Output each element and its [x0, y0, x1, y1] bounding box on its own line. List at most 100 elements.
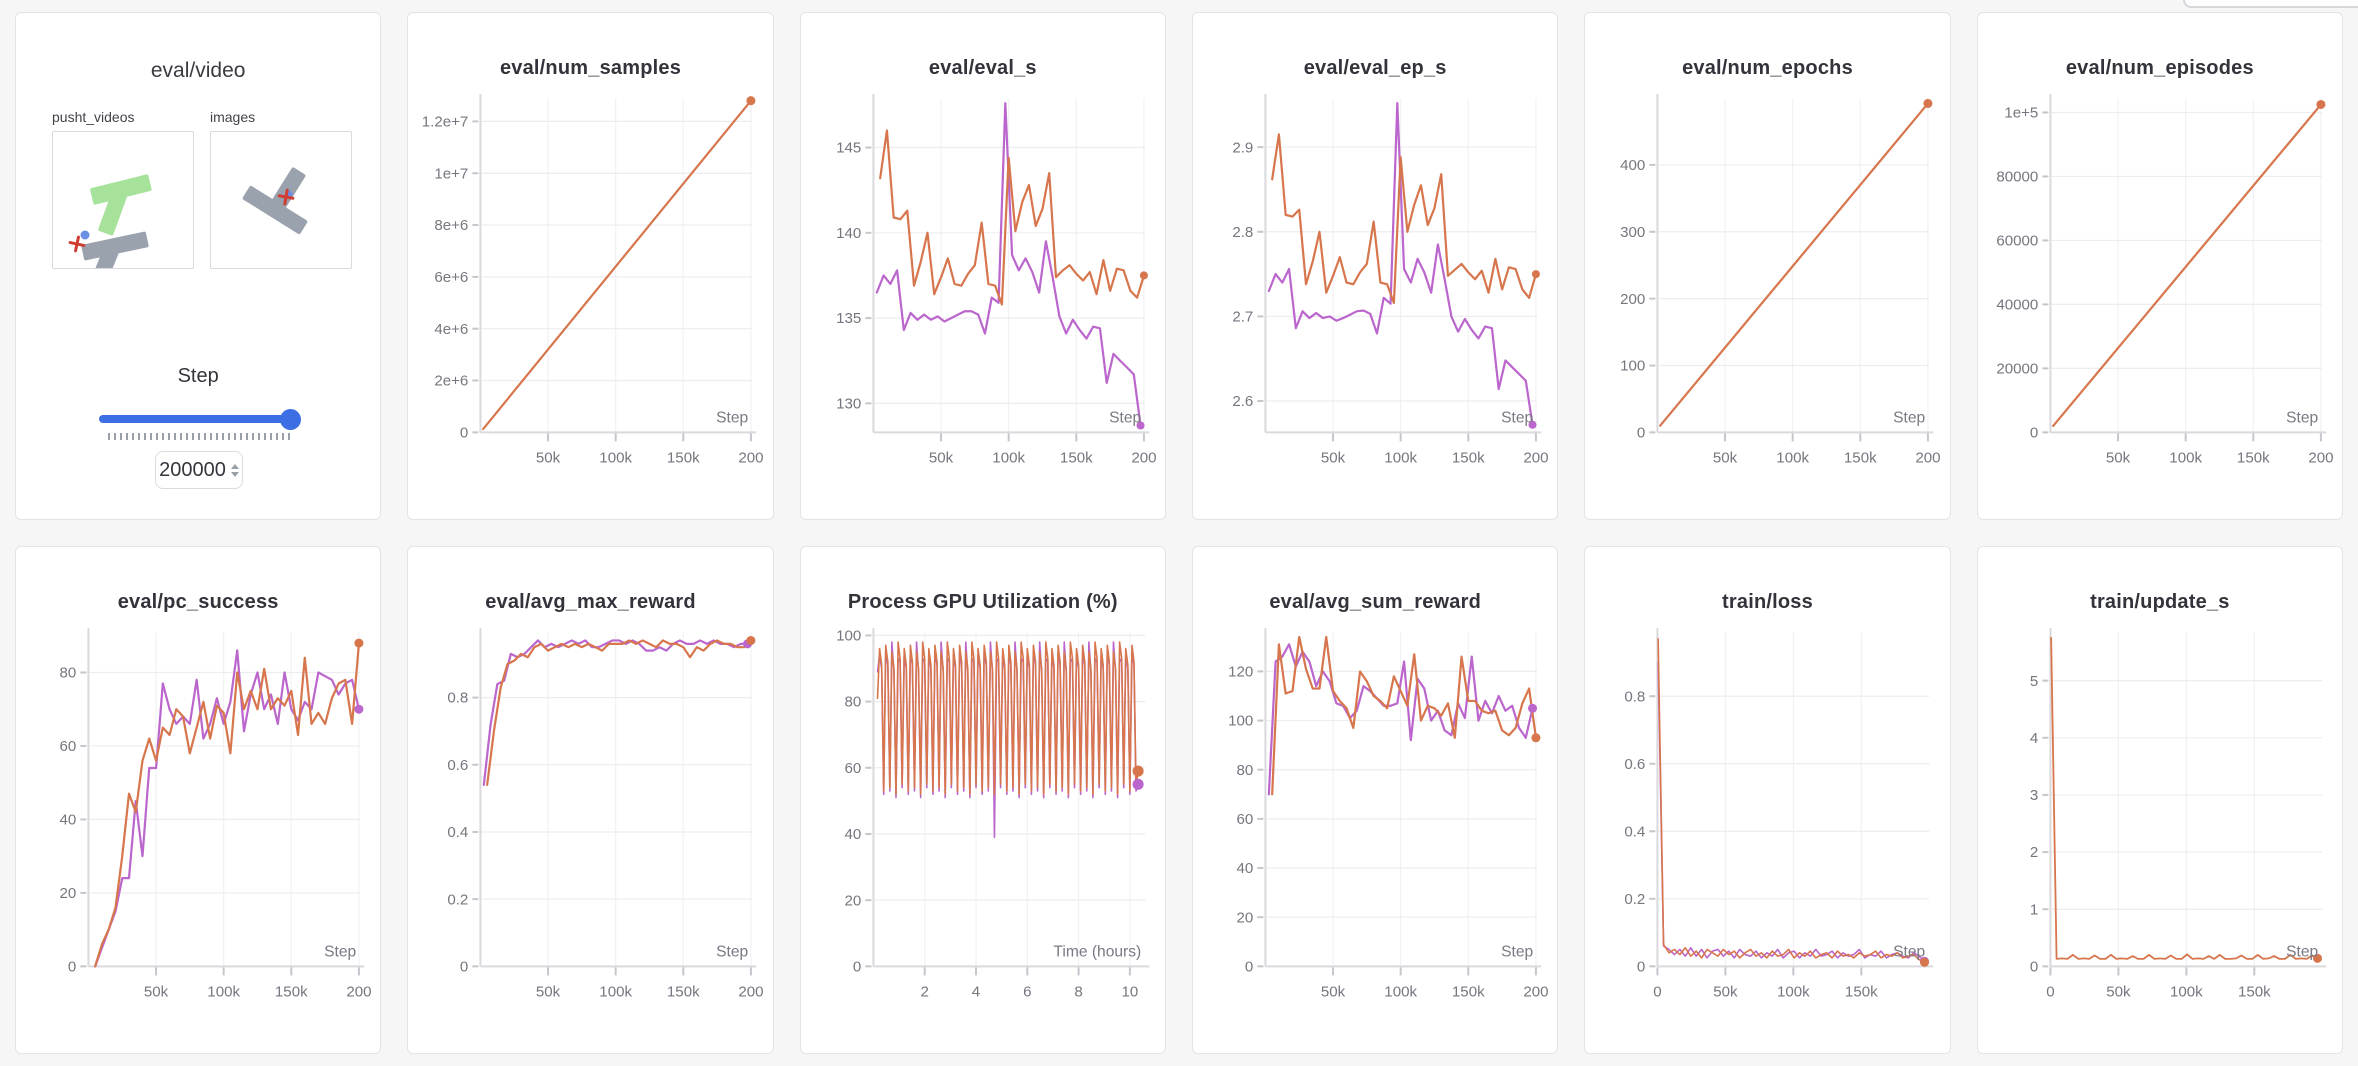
svg-text:135: 135 — [836, 310, 861, 327]
line-chart[interactable]: 0 1 2 3 4 5 0 50k 100k 150k Step — [1988, 620, 2332, 1027]
svg-text:150k: 150k — [2238, 984, 2271, 1001]
svg-text:150k: 150k — [1060, 450, 1093, 467]
goal-cross — [277, 188, 295, 206]
svg-text:10: 10 — [1121, 984, 1138, 1001]
svg-text:0: 0 — [1637, 424, 1645, 441]
gray-block-t-shape — [81, 231, 149, 268]
svg-text:4: 4 — [971, 984, 979, 1001]
svg-text:150k: 150k — [1452, 450, 1485, 467]
svg-text:2.8: 2.8 — [1232, 224, 1253, 241]
svg-text:0.8: 0.8 — [448, 690, 469, 707]
line-chart[interactable]: 130 135 140 145 50k 100k 150k 200 Step — [811, 86, 1156, 493]
pusht-scene-image — [68, 174, 152, 268]
panel-eval-avg-sum-reward: eval/avg_sum_reward 0 20 40 60 80 100 120 50k 10… — [1192, 546, 1559, 1054]
green-target-t-shape — [90, 174, 152, 236]
svg-text:50k: 50k — [1714, 984, 1739, 1001]
chart-title: eval/eval_ep_s — [1303, 57, 1447, 79]
svg-text:20: 20 — [60, 885, 77, 902]
svg-text:0.2: 0.2 — [448, 891, 469, 908]
chart-title: train/update_s — [2090, 591, 2230, 613]
svg-text:0: 0 — [2030, 958, 2038, 975]
panel-eval-num-episodes: eval/num_episodes 0 20000 40000 60000 80000 1… — [1976, 12, 2343, 520]
line-chart[interactable]: 0 20 40 60 80 100 120 50k 100k 150k 200 Step — [1203, 620, 1549, 1027]
line-chart[interactable]: 0 20000 40000 60000 80000 1e+5 50k 100k 150k 200 S… — [1988, 86, 2333, 493]
svg-text:2.6: 2.6 — [1232, 393, 1253, 410]
line-chart[interactable]: 2.6 2.7 2.8 2.9 50k 100k 150k 200 Step — [1203, 86, 1549, 493]
svg-text:150k: 150k — [2237, 450, 2270, 467]
panel-eval-eval-s: eval/eval_s 130 135 140 145 50k 100k 150k 200 St… — [799, 12, 1166, 520]
panel-train-update-s: train/update_s 0 1 2 3 4 5 0 50k 100k 150k Step — [1976, 546, 2343, 1054]
svg-text:50k: 50k — [1713, 450, 1738, 467]
svg-text:0: 0 — [1245, 958, 1253, 975]
svg-text:2.9: 2.9 — [1232, 139, 1253, 156]
svg-text:100k: 100k — [600, 984, 633, 1001]
gray-block-t-shape — [242, 167, 308, 235]
stepper-up-icon[interactable] — [230, 463, 239, 469]
svg-text:100: 100 — [1228, 713, 1253, 730]
svg-text:0: 0 — [1637, 958, 1645, 975]
step-slider-thumb[interactable] — [280, 409, 301, 430]
panel-eval-num-samples: eval/num_samples 0 2e+6 4e+6 6e+6 8e+6 1e+7 1.… — [407, 12, 774, 520]
svg-text:1e+5: 1e+5 — [2004, 105, 2038, 122]
panel-process-gpu-utilization: Process GPU Utilization (%) 0 20 40 60 80 100… — [799, 546, 1166, 1054]
images-thumbnail[interactable] — [210, 131, 352, 269]
svg-text:200: 200 — [739, 450, 764, 467]
svg-text:0.4: 0.4 — [1625, 823, 1646, 840]
svg-text:200: 200 — [2308, 450, 2333, 467]
svg-text:Step: Step — [1501, 409, 1533, 426]
step-slider-ticks — [108, 433, 290, 440]
chart-title: eval/avg_sum_reward — [1269, 591, 1482, 613]
svg-text:80: 80 — [60, 665, 77, 682]
chart-title: Process GPU Utilization (%) — [847, 591, 1118, 613]
svg-text:6e+6: 6e+6 — [435, 269, 469, 286]
svg-text:400: 400 — [1620, 157, 1645, 174]
svg-text:50k: 50k — [2106, 984, 2131, 1001]
svg-text:80: 80 — [844, 694, 861, 711]
svg-text:100k: 100k — [1777, 450, 1810, 467]
svg-text:60: 60 — [60, 738, 77, 755]
line-chart[interactable]: 0 2e+6 4e+6 6e+6 8e+6 1e+7 1.2e+7 50k 100k 150k 20… — [418, 86, 764, 493]
svg-text:145: 145 — [836, 140, 861, 157]
svg-text:Step: Step — [1893, 943, 1925, 960]
svg-text:150k: 150k — [1845, 984, 1878, 1001]
svg-text:60000: 60000 — [1996, 233, 2038, 250]
svg-text:100k: 100k — [207, 984, 240, 1001]
svg-text:140: 140 — [836, 225, 861, 242]
svg-text:50k: 50k — [536, 450, 561, 467]
svg-text:50k: 50k — [929, 450, 954, 467]
line-chart[interactable]: 0 100 200 300 400 50k 100k 150k 200 Step — [1595, 86, 1941, 493]
step-slider[interactable] — [99, 409, 301, 430]
svg-text:50k: 50k — [144, 984, 169, 1001]
svg-text:0: 0 — [68, 958, 76, 975]
line-chart[interactable]: 0 0.2 0.4 0.6 0.8 50k 100k 150k 200 Step — [418, 620, 764, 1027]
pusht-video-thumbnail[interactable] — [52, 131, 194, 269]
svg-text:40: 40 — [1237, 860, 1254, 877]
line-chart[interactable]: 0 20 40 60 80 100 2 4 6 8 10 Time (hours) — [811, 620, 1155, 1027]
svg-text:100k: 100k — [1384, 450, 1417, 467]
svg-text:200: 200 — [1523, 984, 1548, 1001]
svg-text:5: 5 — [2030, 673, 2038, 690]
svg-text:1.2e+7: 1.2e+7 — [422, 114, 469, 131]
partial-control-top-right[interactable] — [2183, 0, 2358, 8]
line-chart[interactable]: 0 20 40 60 80 50k 100k 150k 200 Step — [26, 620, 372, 1027]
svg-text:1: 1 — [2030, 901, 2038, 918]
svg-text:120: 120 — [1228, 664, 1253, 681]
step-value-input[interactable]: 200000 — [155, 451, 243, 489]
svg-text:0: 0 — [460, 424, 468, 441]
svg-text:150k: 150k — [1844, 450, 1877, 467]
svg-text:2.7: 2.7 — [1232, 309, 1253, 326]
svg-text:Time (hours): Time (hours) — [1053, 943, 1141, 960]
svg-text:0: 0 — [460, 958, 468, 975]
chart-title: eval/pc_success — [117, 591, 279, 613]
svg-text:100k: 100k — [2170, 984, 2203, 1001]
line-chart[interactable]: 0 0.2 0.4 0.6 0.8 0 50k 100k 150k Step — [1595, 620, 1939, 1027]
svg-text:2: 2 — [2030, 844, 2038, 861]
goal-cross — [68, 235, 86, 253]
svg-text:Step: Step — [324, 943, 356, 960]
svg-text:200: 200 — [739, 984, 764, 1001]
thumbnail-label-pusht-videos: pusht_videos — [52, 109, 135, 125]
step-stepper[interactable] — [230, 463, 239, 477]
stepper-down-icon[interactable] — [230, 471, 239, 477]
svg-text:100k: 100k — [992, 450, 1025, 467]
step-slider-track[interactable] — [99, 415, 299, 423]
